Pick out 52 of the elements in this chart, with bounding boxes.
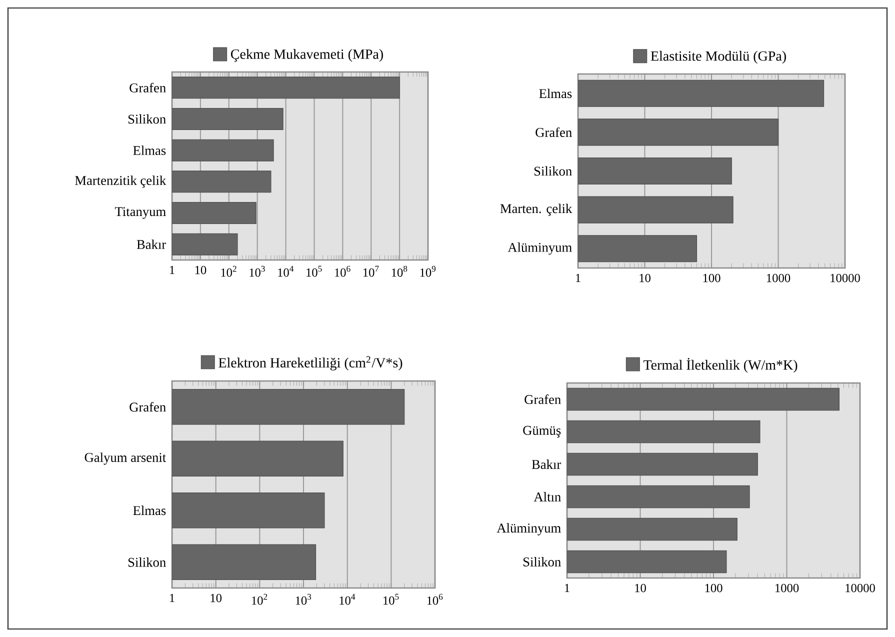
y-tick-label: Silikon <box>128 557 166 567</box>
x-tick-label: 1 <box>170 594 174 602</box>
x-tick-label: 1 <box>576 274 580 282</box>
legend-label: Termal İletkenlik (W/m*K) <box>644 358 798 373</box>
x-tick-label: 10$^{4}$ <box>340 594 356 605</box>
y-tick-label: Alüminyum <box>496 523 561 536</box>
y-tick-label: Grafen <box>524 394 561 404</box>
x-tick-label: 1000 <box>776 584 799 592</box>
x-tick-label: 10$^{2}$ <box>221 266 236 277</box>
x-tick-label: 10$^{8}$ <box>392 266 408 277</box>
x-tick-label: 1000 <box>767 274 790 282</box>
y-tick-label: Elmas <box>133 146 166 156</box>
x-tick-label: 10$^{3}$ <box>296 594 312 605</box>
x-tick-label: 10$^{7}$ <box>363 266 379 277</box>
x-tick-label: 10$^{6}$ <box>427 594 443 605</box>
x-tick-label: 10 <box>640 274 650 282</box>
y-tick-label: Galyum arsenit <box>84 452 166 465</box>
y-tick-label: Bakır <box>532 460 561 469</box>
y-tick-label: Martenzitik çelik <box>75 176 166 188</box>
y-tick-label: Bakır <box>136 240 166 250</box>
y-tick-label: Titanyum <box>114 207 166 219</box>
y-tick-label: Altın <box>534 492 561 502</box>
x-tick-label: 10$^{9}$ <box>420 266 436 277</box>
x-tick-label: 100 <box>705 584 722 592</box>
x-tick-label: 10$^{5}$ <box>306 266 322 277</box>
legend-label: Elastisite Modülü (GPa) <box>650 50 786 64</box>
x-tick-label: 1 <box>170 266 174 274</box>
x-tick-label: 10$^{6}$ <box>335 266 350 277</box>
x-tick-label: 10$^{4}$ <box>278 266 294 277</box>
y-tick-label: Elmas <box>133 506 166 516</box>
x-tick-label: 10$^{5}$ <box>384 594 399 605</box>
x-tick-label: 10$^{2}$ <box>252 594 268 605</box>
x-tick-label: 10$^{3}$ <box>250 266 265 277</box>
x-tick-label: 10000 <box>846 584 875 592</box>
y-tick-label: Gümüş <box>523 426 561 438</box>
x-tick-label: 10 <box>195 266 206 274</box>
y-tick-label: Grafen <box>130 402 166 412</box>
y-tick-label: Silikon <box>534 166 572 176</box>
y-tick-label: Grafen <box>130 82 166 92</box>
y-tick-label: Silikon <box>523 557 561 566</box>
x-tick-label: 1 <box>565 584 570 592</box>
x-tick-label: 10 <box>635 584 646 592</box>
y-tick-label: Marten. çelik <box>500 204 572 216</box>
legend-label: Çekme Mukavemeti (MPa) <box>230 49 383 62</box>
x-tick-label: 10 <box>210 594 222 602</box>
x-tick-label: 100 <box>703 274 720 282</box>
y-tick-label: Silikon <box>128 114 166 124</box>
x-tick-label: 10000 <box>830 274 860 282</box>
y-tick-label: Alüminyum <box>508 242 572 255</box>
legend-label: Elektron Hareketliliği (cm$^{2}$/V*s) <box>218 356 402 370</box>
y-tick-label: Grafen <box>536 127 572 137</box>
y-tick-label: Elmas <box>539 88 572 98</box>
